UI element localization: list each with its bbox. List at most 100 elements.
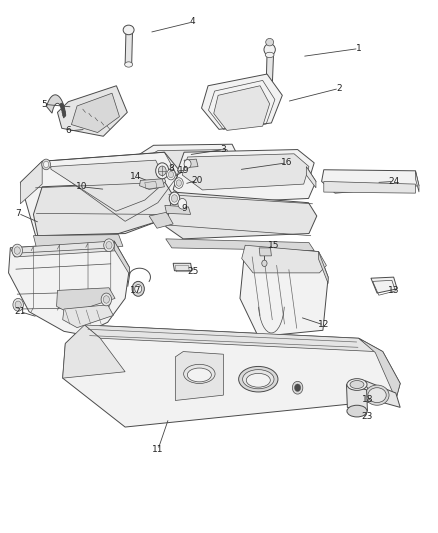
Polygon shape bbox=[145, 150, 233, 172]
Ellipse shape bbox=[265, 52, 274, 58]
Polygon shape bbox=[57, 86, 127, 136]
Circle shape bbox=[106, 241, 112, 249]
Polygon shape bbox=[20, 152, 184, 236]
Text: 11: 11 bbox=[152, 446, 164, 455]
Polygon shape bbox=[173, 166, 316, 204]
Polygon shape bbox=[9, 241, 130, 335]
Circle shape bbox=[176, 180, 181, 186]
Polygon shape bbox=[201, 74, 283, 130]
Ellipse shape bbox=[187, 368, 212, 382]
Polygon shape bbox=[63, 325, 400, 427]
Polygon shape bbox=[57, 288, 115, 313]
Circle shape bbox=[103, 296, 110, 303]
Ellipse shape bbox=[350, 381, 364, 389]
Polygon shape bbox=[33, 181, 177, 236]
Ellipse shape bbox=[125, 62, 133, 67]
Polygon shape bbox=[318, 252, 328, 284]
Polygon shape bbox=[184, 159, 198, 167]
Text: 20: 20 bbox=[191, 176, 203, 185]
Circle shape bbox=[14, 247, 20, 254]
Circle shape bbox=[184, 160, 191, 168]
Circle shape bbox=[43, 161, 49, 167]
Circle shape bbox=[15, 301, 21, 309]
Text: 21: 21 bbox=[14, 307, 26, 316]
Circle shape bbox=[158, 166, 166, 175]
Circle shape bbox=[13, 298, 23, 311]
Text: 23: 23 bbox=[362, 412, 373, 421]
Polygon shape bbox=[242, 245, 326, 273]
Polygon shape bbox=[46, 95, 66, 118]
Circle shape bbox=[168, 171, 173, 177]
Circle shape bbox=[169, 192, 180, 205]
Text: 12: 12 bbox=[318, 320, 329, 329]
Circle shape bbox=[42, 159, 50, 169]
Polygon shape bbox=[33, 235, 123, 248]
Text: 3: 3 bbox=[220, 145, 226, 154]
Ellipse shape bbox=[184, 365, 215, 383]
Polygon shape bbox=[182, 154, 309, 190]
Polygon shape bbox=[51, 160, 166, 211]
Polygon shape bbox=[240, 245, 328, 337]
Polygon shape bbox=[175, 352, 223, 400]
Polygon shape bbox=[63, 325, 125, 378]
Polygon shape bbox=[165, 205, 191, 214]
Text: 17: 17 bbox=[130, 286, 142, 295]
Circle shape bbox=[294, 384, 300, 391]
Polygon shape bbox=[71, 93, 120, 133]
Polygon shape bbox=[306, 166, 316, 188]
Polygon shape bbox=[416, 171, 419, 192]
Text: 4: 4 bbox=[190, 18, 196, 27]
Text: 15: 15 bbox=[268, 241, 279, 250]
Polygon shape bbox=[140, 179, 164, 189]
Circle shape bbox=[132, 281, 145, 296]
Circle shape bbox=[60, 105, 64, 109]
Polygon shape bbox=[346, 384, 367, 411]
Text: 7: 7 bbox=[15, 209, 21, 218]
Text: 14: 14 bbox=[131, 172, 142, 181]
Polygon shape bbox=[125, 30, 133, 64]
Polygon shape bbox=[268, 82, 272, 87]
Polygon shape bbox=[324, 181, 416, 193]
Polygon shape bbox=[173, 263, 192, 271]
Circle shape bbox=[178, 198, 187, 209]
Ellipse shape bbox=[264, 44, 276, 55]
Ellipse shape bbox=[243, 369, 274, 389]
Ellipse shape bbox=[246, 373, 270, 387]
Polygon shape bbox=[114, 241, 130, 274]
Circle shape bbox=[62, 112, 66, 117]
Ellipse shape bbox=[123, 25, 134, 35]
Text: 18: 18 bbox=[362, 395, 373, 404]
Text: 6: 6 bbox=[66, 126, 71, 135]
Circle shape bbox=[262, 260, 267, 266]
Polygon shape bbox=[11, 241, 120, 257]
Ellipse shape bbox=[180, 361, 219, 386]
Polygon shape bbox=[321, 169, 419, 193]
Text: 25: 25 bbox=[187, 268, 198, 276]
Ellipse shape bbox=[365, 385, 389, 405]
Polygon shape bbox=[371, 277, 397, 293]
Polygon shape bbox=[63, 305, 113, 328]
Polygon shape bbox=[214, 86, 270, 131]
Polygon shape bbox=[85, 325, 375, 352]
Circle shape bbox=[60, 103, 64, 107]
Circle shape bbox=[292, 381, 303, 394]
Ellipse shape bbox=[239, 367, 278, 392]
Text: 24: 24 bbox=[388, 177, 399, 186]
Circle shape bbox=[101, 293, 112, 306]
Text: 13: 13 bbox=[388, 286, 399, 295]
Ellipse shape bbox=[347, 378, 367, 390]
Circle shape bbox=[135, 285, 142, 293]
Circle shape bbox=[171, 195, 177, 202]
Polygon shape bbox=[166, 192, 317, 239]
Polygon shape bbox=[166, 239, 314, 251]
Circle shape bbox=[155, 163, 169, 179]
Circle shape bbox=[12, 244, 22, 257]
Ellipse shape bbox=[266, 38, 274, 46]
Text: 2: 2 bbox=[336, 84, 342, 93]
Text: 5: 5 bbox=[42, 100, 47, 109]
Text: 10: 10 bbox=[76, 182, 87, 191]
Polygon shape bbox=[20, 161, 42, 204]
Polygon shape bbox=[177, 150, 314, 188]
Ellipse shape bbox=[368, 387, 386, 402]
Polygon shape bbox=[359, 338, 400, 399]
